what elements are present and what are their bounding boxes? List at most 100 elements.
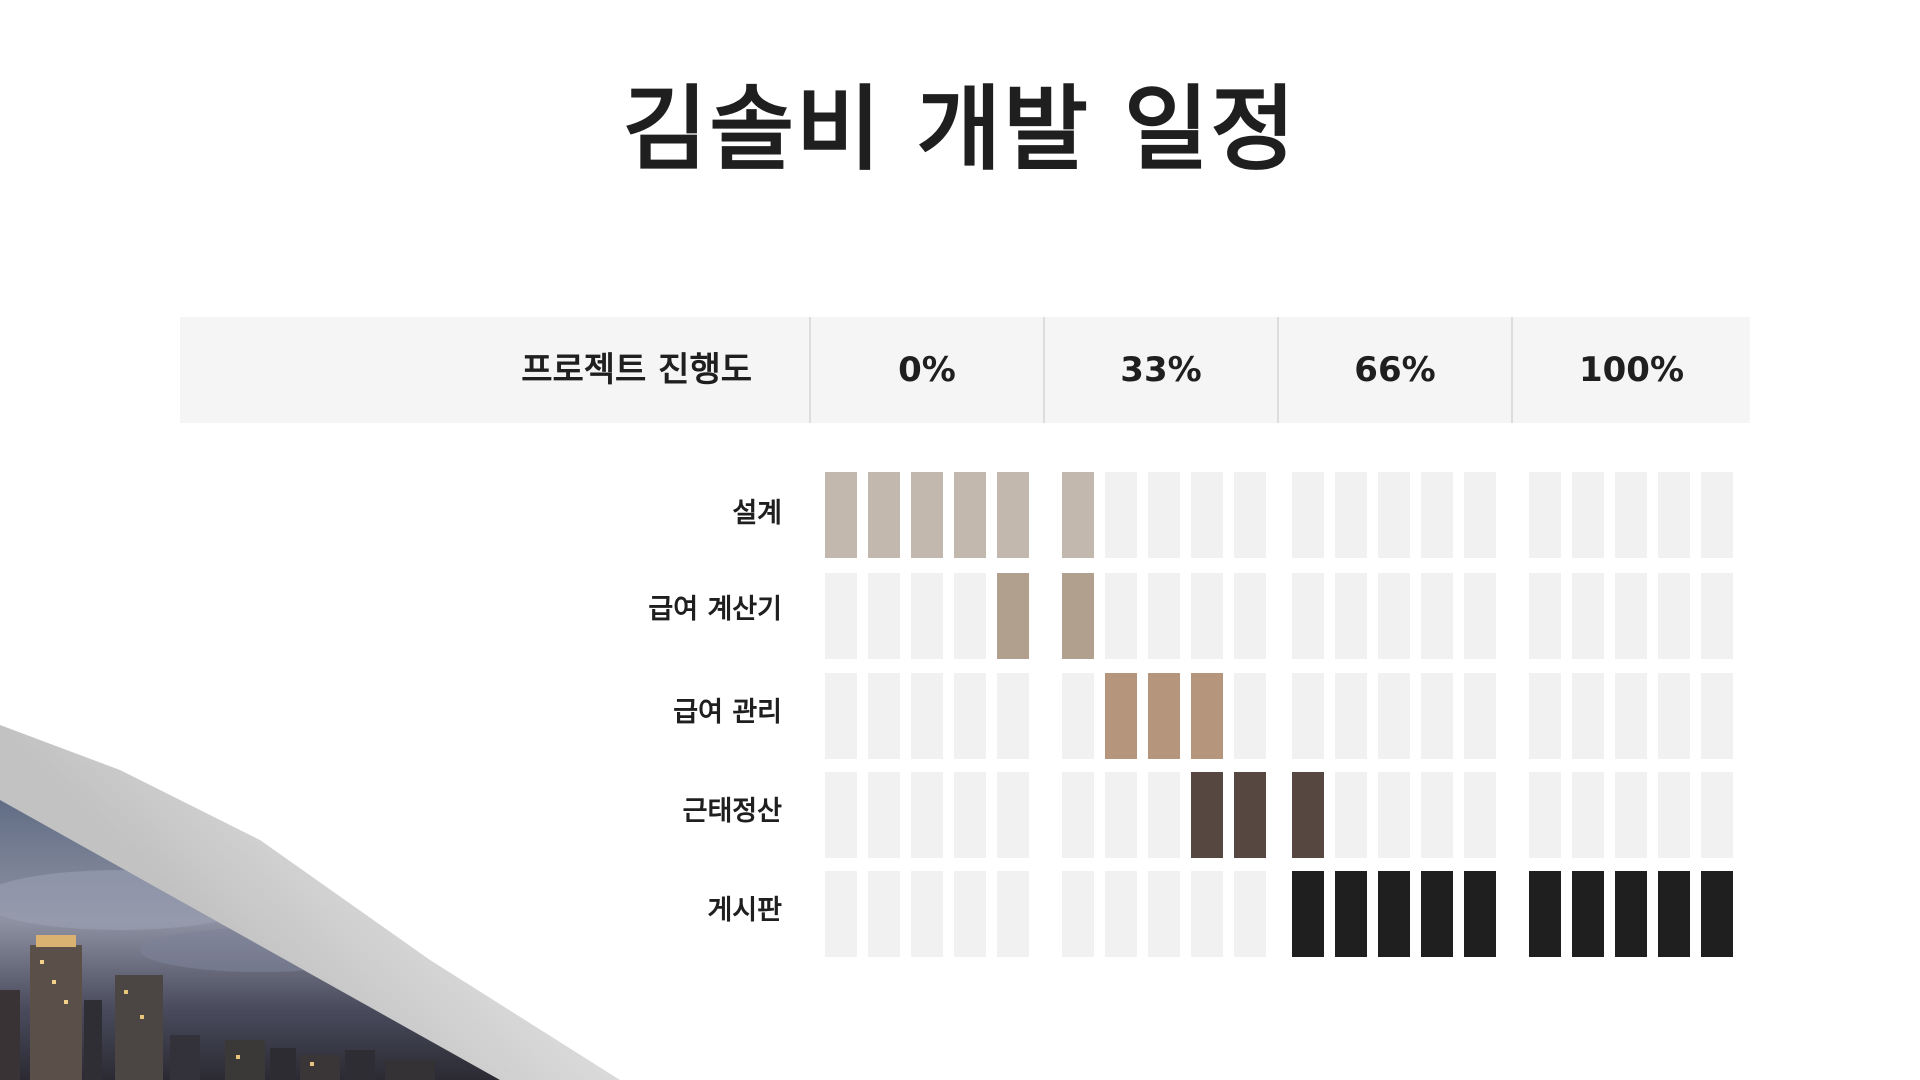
progress-cell xyxy=(1658,772,1690,858)
progress-cell xyxy=(1234,871,1266,957)
progress-cell xyxy=(1615,673,1647,759)
progress-cell xyxy=(868,673,900,759)
progress-cell xyxy=(1105,472,1137,558)
progress-cell xyxy=(868,772,900,858)
progress-cell xyxy=(1335,772,1367,858)
progress-cell xyxy=(1292,673,1324,759)
progress-cell xyxy=(1148,472,1180,558)
progress-cell xyxy=(868,573,900,659)
row-label-design: 설계 xyxy=(732,498,782,529)
page-title: 김솔비 개발 일정 xyxy=(622,76,1298,183)
progress-cell xyxy=(1105,573,1137,659)
progress-cell xyxy=(1191,673,1223,759)
progress-cell xyxy=(1234,573,1266,659)
progress-cell xyxy=(911,472,943,558)
progress-cell xyxy=(1062,871,1094,957)
progress-cell xyxy=(1234,673,1266,759)
progress-cell xyxy=(1105,673,1137,759)
progress-cell xyxy=(997,871,1029,957)
progress-cell xyxy=(1701,772,1733,858)
progress-cell xyxy=(1421,472,1453,558)
progress-cell xyxy=(1191,871,1223,957)
progress-cell xyxy=(1572,772,1604,858)
progress-cell xyxy=(1148,573,1180,659)
progress-cell xyxy=(1529,871,1561,957)
progress-cell xyxy=(1292,772,1324,858)
progress-cell xyxy=(1062,472,1094,558)
progress-cell xyxy=(825,871,857,957)
progress-cell xyxy=(1378,772,1410,858)
header-divider xyxy=(809,317,811,423)
progress-cell xyxy=(954,573,986,659)
progress-cell xyxy=(1615,573,1647,659)
progress-cell xyxy=(1335,673,1367,759)
progress-cell xyxy=(1529,772,1561,858)
row-label-payroll-management: 급여 관리 xyxy=(673,697,782,728)
progress-cell xyxy=(1572,673,1604,759)
progress-cell xyxy=(1658,673,1690,759)
progress-cell xyxy=(1191,472,1223,558)
progress-cell xyxy=(1335,573,1367,659)
progress-cell xyxy=(1615,871,1647,957)
progress-cell xyxy=(1421,673,1453,759)
progress-cell xyxy=(1701,871,1733,957)
header-divider xyxy=(1277,317,1279,423)
progress-cell xyxy=(1572,573,1604,659)
progress-cell xyxy=(1464,673,1496,759)
progress-cell xyxy=(1658,871,1690,957)
progress-header-label: 프로젝트 진행도 xyxy=(521,350,752,390)
progress-cell xyxy=(1148,871,1180,957)
progress-cell xyxy=(1292,573,1324,659)
progress-cell xyxy=(1378,673,1410,759)
progress-cell xyxy=(954,472,986,558)
progress-cell xyxy=(954,871,986,957)
row-label-attendance: 근태정산 xyxy=(682,796,782,827)
progress-cell xyxy=(954,673,986,759)
progress-cell xyxy=(1701,472,1733,558)
progress-cell xyxy=(1421,573,1453,659)
progress-cell xyxy=(1234,472,1266,558)
progress-cell xyxy=(1292,871,1324,957)
progress-cell xyxy=(1701,573,1733,659)
progress-cell xyxy=(954,772,986,858)
progress-cell xyxy=(825,472,857,558)
progress-cell xyxy=(868,871,900,957)
progress-cell xyxy=(1529,472,1561,558)
progress-cell xyxy=(1148,772,1180,858)
progress-cell xyxy=(1062,673,1094,759)
progress-cell xyxy=(1062,772,1094,858)
progress-cell xyxy=(1572,472,1604,558)
progress-cell xyxy=(1464,472,1496,558)
progress-cell xyxy=(1062,573,1094,659)
progress-cell xyxy=(1464,772,1496,858)
header-divider xyxy=(1043,317,1045,423)
progress-cell xyxy=(1105,871,1137,957)
progress-cell xyxy=(911,573,943,659)
progress-cell xyxy=(1105,772,1137,858)
progress-cell xyxy=(1572,871,1604,957)
header-percent-0: 0% xyxy=(898,350,956,390)
header-percent-100: 100% xyxy=(1578,350,1685,390)
progress-cell xyxy=(1421,772,1453,858)
progress-cell xyxy=(1234,772,1266,858)
progress-cell xyxy=(1658,573,1690,659)
header-percent-33: 33% xyxy=(1120,350,1202,390)
row-label-payroll-calculator: 급여 계산기 xyxy=(648,594,782,625)
progress-cell xyxy=(1378,573,1410,659)
progress-cell xyxy=(825,573,857,659)
progress-cell xyxy=(868,472,900,558)
progress-cell xyxy=(1464,871,1496,957)
progress-cell xyxy=(1191,573,1223,659)
progress-cell xyxy=(911,772,943,858)
progress-cell xyxy=(1292,472,1324,558)
progress-cell xyxy=(997,772,1029,858)
header-divider xyxy=(1511,317,1513,423)
progress-cell xyxy=(825,772,857,858)
progress-cell xyxy=(1615,472,1647,558)
progress-cell xyxy=(1335,871,1367,957)
progress-cell xyxy=(911,871,943,957)
progress-cell xyxy=(1335,472,1367,558)
progress-cell xyxy=(825,673,857,759)
progress-cell xyxy=(1615,772,1647,858)
